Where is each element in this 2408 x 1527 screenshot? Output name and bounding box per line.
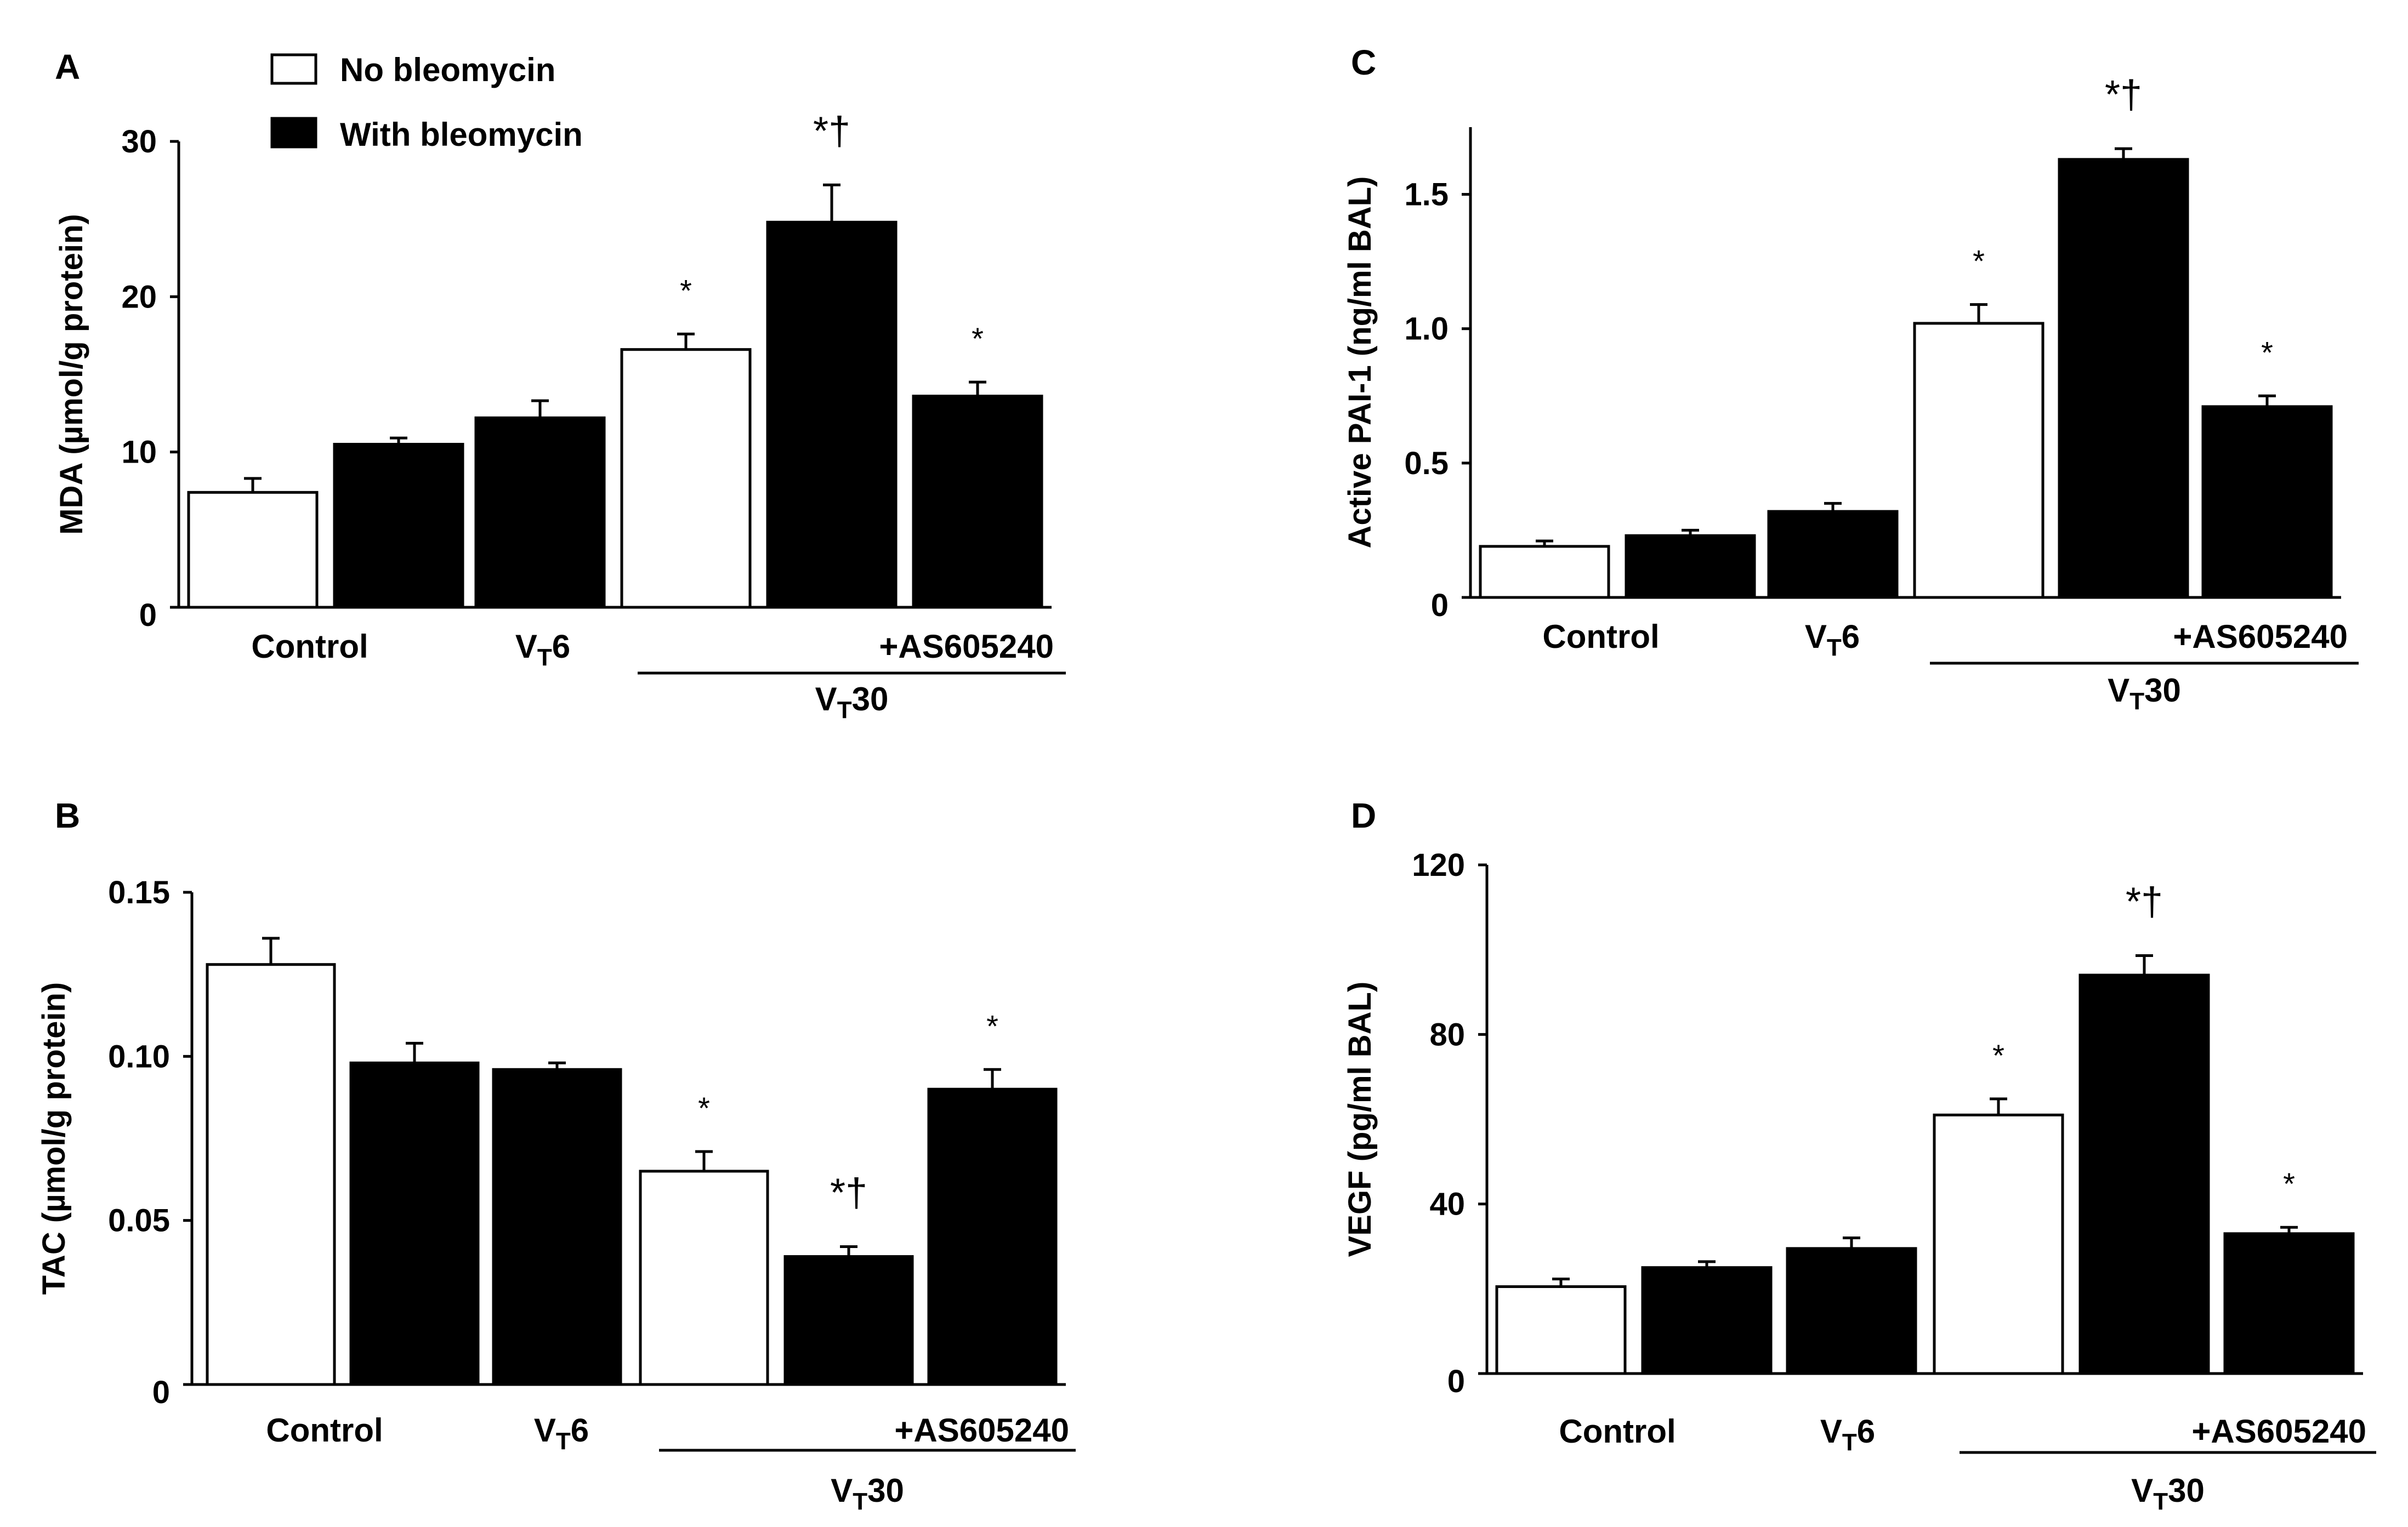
panel-letter: B: [55, 796, 80, 835]
bar: [1495, 1285, 1627, 1375]
y-axis-label: MDA (µmol/g protein): [54, 214, 89, 534]
significance-marker: *: [1973, 244, 1985, 278]
bar: [1786, 1247, 1917, 1375]
legend-label-no-bleomycin: No bleomycin: [340, 52, 555, 88]
x-label-vt30: VT30: [2131, 1472, 2205, 1515]
x-label-control: Control: [251, 628, 368, 665]
y-tick-label: 0.5: [1404, 446, 1449, 481]
y-tick-label: 1.0: [1404, 311, 1449, 347]
bar: [2078, 973, 2210, 1375]
x-label-inhibitor: +AS605240: [894, 1412, 1069, 1449]
y-axis-label: VEGF (pg/ml BAL): [1342, 982, 1378, 1257]
bar: [1641, 1266, 1773, 1375]
legend-label-with-bleomycin: With bleomycin: [340, 116, 583, 153]
bar: [766, 220, 898, 609]
bar: [912, 395, 1043, 609]
panel-letter: D: [1351, 796, 1376, 835]
x-label-control: Control: [1542, 618, 1659, 655]
y-tick-label: 0.05: [108, 1203, 170, 1239]
y-tick-label: 10: [121, 435, 157, 470]
bar: [492, 1068, 622, 1386]
y-tick-label: 0: [139, 597, 157, 633]
y-tick-label: 0: [1447, 1364, 1465, 1399]
bar: [333, 443, 464, 609]
panel-c-pai1-chart: C 0 0.5 1.0 1.5 Active PAI-1 (ng/ml BAL) * *† *…: [1342, 43, 2359, 715]
bar: [927, 1087, 1058, 1386]
significance-marker: *: [698, 1091, 710, 1125]
y-axis-label: Active PAI-1 (ng/ml BAL): [1342, 176, 1378, 549]
bar: [474, 416, 606, 609]
x-label-vt6: VT6: [534, 1412, 589, 1455]
x-label-vt6: VT6: [1805, 618, 1860, 661]
panel-a-mda-chart: A 0 10 20 30 MDA (µmol/g protein) * *† * Control…: [54, 47, 1066, 723]
bar: [187, 491, 319, 609]
x-label-vt6: VT6: [515, 628, 570, 671]
x-label-vt30: VT30: [815, 681, 889, 723]
significance-marker: *: [2283, 1166, 2295, 1201]
legend: No bleomycin With bleomycin: [270, 52, 583, 153]
significance-marker: *: [680, 273, 692, 307]
y-tick-label: 30: [121, 124, 157, 159]
y-tick-label: 20: [121, 279, 157, 315]
panel-letter: C: [1351, 43, 1376, 82]
bar: [1479, 545, 1610, 599]
y-axis-label: TAC (µmol/g protein): [36, 982, 72, 1295]
bar: [1913, 322, 2044, 599]
bar: [2058, 158, 2189, 599]
y-tick-label: 1.5: [1404, 177, 1449, 213]
bar: [2201, 405, 2333, 599]
y-tick-label: 0: [1431, 588, 1449, 623]
x-label-inhibitor: +AS605240: [2173, 618, 2348, 655]
x-label-vt30: VT30: [831, 1472, 904, 1515]
bar: [1933, 1113, 2064, 1375]
bar: [639, 1170, 769, 1386]
x-label-control: Control: [1559, 1413, 1676, 1450]
significance-marker: *: [986, 1008, 998, 1043]
x-label-control: Control: [266, 1412, 383, 1449]
panel-b-tac-chart: B 0 0.05 0.10 0.15 TAC (µmol/g protein) * *† * C…: [36, 796, 1076, 1515]
y-tick-label: 80: [1429, 1017, 1465, 1052]
significance-marker: *: [1992, 1038, 2004, 1073]
y-tick-label: 0: [152, 1375, 170, 1410]
significance-marker: *: [2261, 335, 2273, 369]
significance-marker: *†: [2105, 73, 2142, 117]
x-label-inhibitor: +AS605240: [879, 628, 1054, 665]
y-tick-label: 40: [1429, 1187, 1465, 1222]
panel-d-vegf-chart: D 0 40 80 120 VEGF (pg/ml BAL) * *† * Control VT6…: [1342, 796, 2376, 1515]
significance-marker: *†: [2126, 880, 2163, 924]
bar: [1767, 510, 1899, 599]
y-tick-label: 120: [1412, 847, 1465, 883]
x-label-vt6: VT6: [1820, 1413, 1875, 1456]
bar: [349, 1061, 480, 1386]
bar: [783, 1255, 914, 1386]
x-label-inhibitor: +AS605240: [2191, 1413, 2366, 1450]
y-tick-label: 0.10: [108, 1039, 170, 1074]
panel-letter: A: [55, 47, 80, 87]
bar: [620, 348, 752, 609]
significance-marker: *: [972, 321, 984, 356]
bar: [206, 963, 336, 1386]
y-tick-label: 0.15: [108, 875, 170, 910]
x-label-vt30: VT30: [2108, 672, 2181, 715]
significance-marker: *†: [830, 1171, 867, 1215]
bar: [2223, 1232, 2355, 1375]
bar: [1625, 534, 1756, 599]
legend-swatch-no-bleomycin: [270, 53, 317, 85]
legend-swatch-with-bleomycin: [270, 117, 317, 149]
significance-marker: *†: [813, 109, 850, 153]
